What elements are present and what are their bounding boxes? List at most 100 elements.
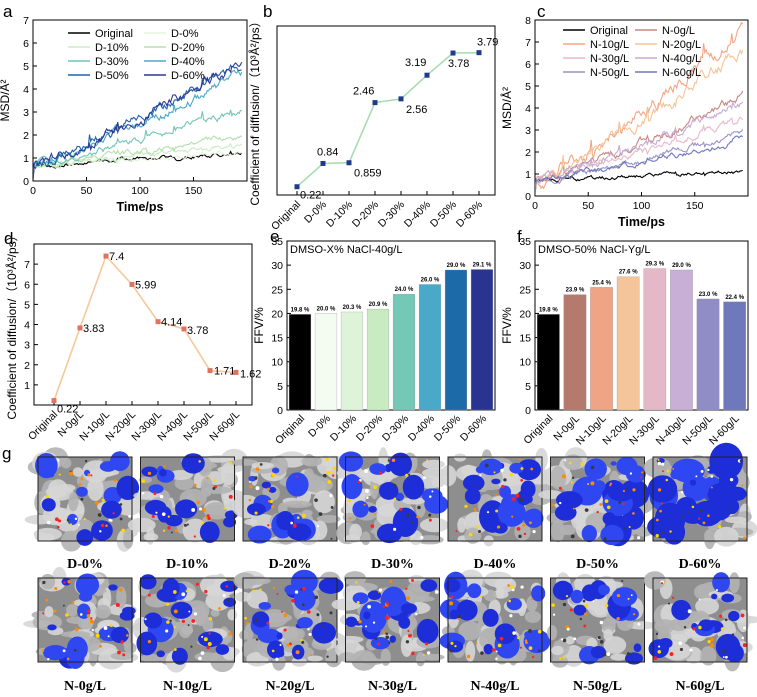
atom <box>307 628 310 631</box>
legend-label: N-10g/L <box>590 39 629 51</box>
data-label: 3.78 <box>187 325 208 337</box>
series-line-N-30g/L <box>535 116 744 195</box>
atom <box>501 484 505 489</box>
atom <box>318 512 323 516</box>
atom <box>112 512 115 515</box>
atom <box>565 595 569 598</box>
atom <box>389 580 393 584</box>
snapshot-border <box>550 456 645 542</box>
free-volume-blob <box>285 472 309 497</box>
data-point <box>155 319 161 325</box>
polymer-surface <box>402 497 426 505</box>
atom <box>518 534 522 539</box>
atom <box>105 524 108 527</box>
legend-label: D-20% <box>171 42 205 54</box>
polymer-surface <box>550 519 565 543</box>
atom <box>122 653 126 657</box>
atom <box>425 642 429 646</box>
atom <box>679 647 683 652</box>
atom <box>415 612 418 616</box>
atom <box>203 637 208 642</box>
y-tick-label: 2 <box>525 147 531 159</box>
series-line-N-60g/L <box>535 135 744 195</box>
polymer-surface <box>465 640 476 663</box>
atom <box>522 523 526 527</box>
free-volume-blob <box>223 516 237 528</box>
polymer-surface <box>102 587 112 610</box>
polymer-surface <box>31 611 49 619</box>
snapshot-border <box>447 577 543 663</box>
atom <box>200 651 205 655</box>
polymer-surface <box>728 572 740 593</box>
atom <box>569 608 573 612</box>
atom <box>87 609 91 613</box>
atom <box>56 525 60 529</box>
free-volume-blob <box>293 588 316 611</box>
free-volume-blob <box>493 522 508 534</box>
polymer-surface <box>77 616 94 630</box>
y-tick-label: 7 <box>525 37 531 49</box>
legend-label: D-30% <box>95 56 129 68</box>
atom <box>530 597 534 601</box>
atom <box>271 649 275 653</box>
atom <box>294 590 299 594</box>
polymer-surface <box>563 454 583 471</box>
free-volume-blob <box>499 485 512 499</box>
snapshot-border <box>652 456 748 542</box>
y-tick-label: 1 <box>23 153 29 165</box>
atom <box>95 633 100 638</box>
atom <box>454 644 457 648</box>
y-tick-label: 15 <box>519 333 531 345</box>
atom <box>686 510 689 513</box>
free-volume-blob <box>220 580 239 592</box>
free-volume-blob <box>581 525 597 543</box>
atom <box>302 603 305 607</box>
atom <box>159 494 164 499</box>
bar-D-60% <box>470 269 494 411</box>
legend-label: N-40g/L <box>662 53 701 65</box>
atom <box>275 657 279 661</box>
atom <box>80 497 84 501</box>
atom <box>296 475 299 478</box>
atom <box>193 535 196 538</box>
atom <box>212 487 216 491</box>
atom <box>583 624 587 628</box>
polymer-surface <box>110 652 134 661</box>
atom <box>326 470 330 475</box>
x-tick-label: 100 <box>633 200 651 212</box>
atom <box>707 514 710 518</box>
atom <box>379 471 383 475</box>
snapshot-border <box>345 456 440 542</box>
atom <box>464 504 468 508</box>
atom <box>422 654 425 656</box>
atom <box>660 502 663 505</box>
bar-value-label: 29.1 % <box>473 262 492 268</box>
free-volume-blob <box>497 498 526 527</box>
atom <box>637 622 641 626</box>
atom <box>286 643 290 647</box>
atom <box>246 621 249 625</box>
snapshot-caption: D-50% <box>576 557 619 572</box>
atom <box>552 613 556 616</box>
free-volume-blob <box>402 474 425 500</box>
atom <box>731 633 735 637</box>
atom <box>660 582 664 585</box>
atom <box>173 626 177 629</box>
atom <box>641 471 644 474</box>
y-tick-label: 0 <box>23 176 29 188</box>
free-volume-blob <box>246 503 266 516</box>
data-point <box>294 184 300 190</box>
atom <box>193 612 198 616</box>
polymer-surface <box>524 610 542 623</box>
y-tick-label: 4 <box>23 84 29 96</box>
snapshot-border <box>345 577 440 663</box>
series-group <box>535 21 744 195</box>
free-volume-blob <box>607 484 635 502</box>
atom <box>661 470 664 473</box>
atom <box>66 518 70 522</box>
atom <box>572 507 575 510</box>
atom <box>428 518 432 522</box>
atom <box>493 471 496 474</box>
data-point <box>233 369 239 375</box>
